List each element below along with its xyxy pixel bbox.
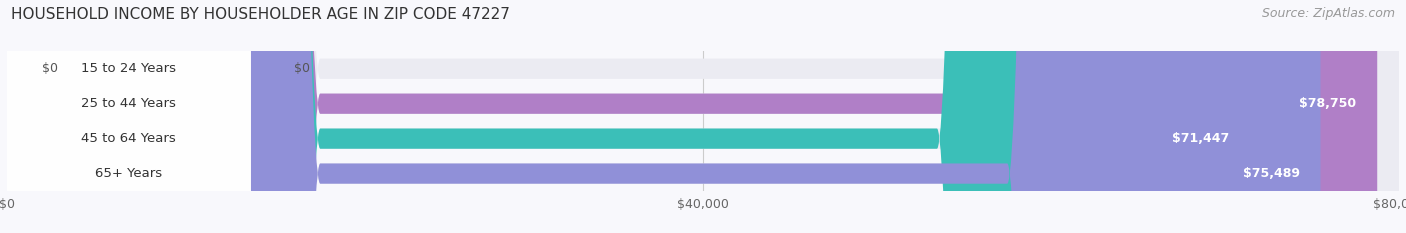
FancyBboxPatch shape [7, 0, 1378, 233]
FancyBboxPatch shape [7, 0, 1399, 233]
FancyBboxPatch shape [7, 0, 1399, 233]
Text: HOUSEHOLD INCOME BY HOUSEHOLDER AGE IN ZIP CODE 47227: HOUSEHOLD INCOME BY HOUSEHOLDER AGE IN Z… [11, 7, 510, 22]
Text: $0: $0 [294, 62, 311, 75]
Text: Source: ZipAtlas.com: Source: ZipAtlas.com [1261, 7, 1395, 20]
FancyBboxPatch shape [7, 0, 250, 233]
Text: $78,750: $78,750 [1299, 97, 1357, 110]
Text: 45 to 64 Years: 45 to 64 Years [82, 132, 176, 145]
FancyBboxPatch shape [7, 0, 1250, 233]
Text: 15 to 24 Years: 15 to 24 Years [82, 62, 176, 75]
Text: 25 to 44 Years: 25 to 44 Years [82, 97, 176, 110]
Text: $75,489: $75,489 [1243, 167, 1299, 180]
FancyBboxPatch shape [7, 0, 250, 233]
FancyBboxPatch shape [7, 0, 250, 233]
Text: $0: $0 [42, 62, 58, 75]
FancyBboxPatch shape [7, 0, 1399, 233]
Text: 65+ Years: 65+ Years [96, 167, 162, 180]
FancyBboxPatch shape [7, 0, 1320, 233]
Text: $71,447: $71,447 [1173, 132, 1229, 145]
FancyBboxPatch shape [7, 0, 250, 233]
FancyBboxPatch shape [7, 0, 1399, 233]
